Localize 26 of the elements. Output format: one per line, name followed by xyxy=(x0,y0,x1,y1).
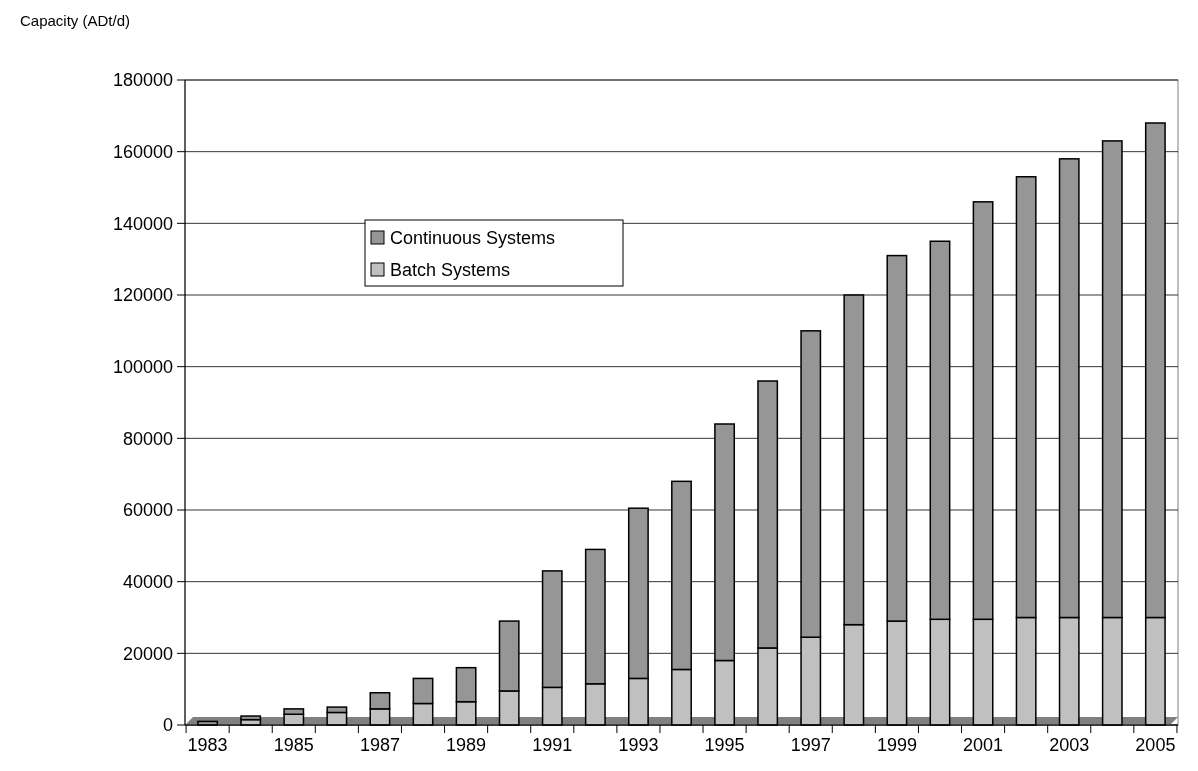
legend-label: Batch Systems xyxy=(390,260,511,281)
y-tick-label: 80000 xyxy=(122,428,173,449)
x-tick-label: 2003 xyxy=(1049,735,1090,755)
x-tick-label: 2001 xyxy=(963,735,1004,755)
x-tick-label: 1995 xyxy=(704,735,745,755)
bar xyxy=(240,715,262,721)
y-tick-label: 100000 xyxy=(112,356,173,377)
y-tick-label: 40000 xyxy=(122,571,173,592)
y-tick-label: 160000 xyxy=(112,141,173,162)
x-tick-label: 1993 xyxy=(618,735,659,755)
x-tick-label: 1987 xyxy=(359,735,400,755)
y-tick-label: 120000 xyxy=(112,285,173,306)
x-tick-label: 1999 xyxy=(876,735,917,755)
x-tick-label: 1983 xyxy=(187,735,228,755)
y-tick-label: 140000 xyxy=(112,213,173,234)
y-tick-label: 20000 xyxy=(122,643,173,664)
y-tick-label: 180000 xyxy=(112,70,173,91)
legend-label: Continuous Systems xyxy=(390,228,556,249)
y-axis-title: Capacity (ADt/d) xyxy=(20,12,131,29)
x-tick-label: 1991 xyxy=(532,735,573,755)
x-tick-label: 1997 xyxy=(790,735,831,755)
y-tick-label: 60000 xyxy=(122,500,173,521)
y-tick-label: 0 xyxy=(162,715,173,736)
x-tick-label: 1985 xyxy=(273,735,314,755)
x-tick-label: 2005 xyxy=(1135,735,1176,755)
x-tick-label: 1989 xyxy=(446,735,487,755)
